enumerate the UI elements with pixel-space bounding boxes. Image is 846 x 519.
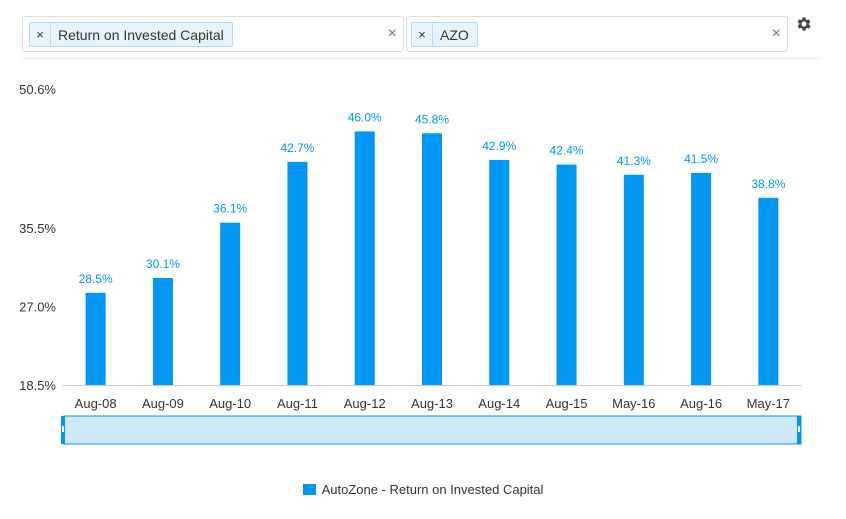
bar-chart: 18.5% 27.0% 35.5% 50.6% 28.5% 30.1% 36.1% 42.7… <box>19 82 802 445</box>
legend[interactable]: AutoZone - Return on Invested Capital <box>0 482 846 497</box>
divider <box>22 58 820 59</box>
bar[interactable] <box>556 164 577 385</box>
data-label: 45.8% <box>415 112 449 126</box>
y-tick-label: 18.5% <box>19 378 56 393</box>
data-label: 41.5% <box>684 152 718 166</box>
bar[interactable] <box>85 292 106 385</box>
data-label: 41.3% <box>617 154 651 168</box>
data-label: 36.1% <box>213 202 247 216</box>
x-tick-label: Aug-15 <box>546 396 588 411</box>
clear-metric-button[interactable]: × <box>387 25 397 42</box>
clear-ticker-button[interactable]: × <box>771 25 781 42</box>
legend-label: AutoZone - Return on Invested Capital <box>321 482 544 497</box>
x-tick-label: Aug-13 <box>411 396 453 411</box>
data-label: 30.1% <box>146 257 180 271</box>
data-label: 42.7% <box>280 141 314 155</box>
x-tick-label: Aug-09 <box>142 396 184 411</box>
navigator-window[interactable] <box>63 415 802 445</box>
handle-grip <box>798 426 800 432</box>
handle-grip <box>62 426 64 432</box>
x-tick-label: May-17 <box>747 396 790 411</box>
metric-chip-label: Return on Invested Capital <box>58 26 224 43</box>
legend-swatch <box>302 484 316 495</box>
ticker-chip: × AZO <box>411 22 478 47</box>
bar[interactable] <box>691 172 712 385</box>
gear-icon[interactable] <box>795 15 813 33</box>
remove-metric-button[interactable]: × <box>30 23 51 46</box>
x-tick-label: Aug-08 <box>75 396 117 411</box>
y-tick-label: 35.5% <box>19 221 56 236</box>
ticker-selector[interactable]: × AZO × <box>406 16 788 52</box>
bar[interactable] <box>489 160 510 385</box>
y-axis: 18.5% 27.0% 35.5% 50.6% <box>19 82 56 393</box>
bar[interactable] <box>220 222 241 385</box>
remove-ticker-button[interactable]: × <box>412 23 433 46</box>
bar[interactable] <box>354 131 375 385</box>
bar[interactable] <box>422 133 442 385</box>
bar-series: 28.5% 30.1% 36.1% 42.7% 46.0% 45.8% 42.9% 42.4%… <box>79 110 786 385</box>
bar[interactable] <box>287 161 308 385</box>
bar[interactable] <box>152 278 173 385</box>
y-tick-label: 27.0% <box>19 300 56 315</box>
data-label: 46.0% <box>348 110 382 124</box>
y-tick-label: 50.6% <box>19 82 56 97</box>
x-axis: Aug-08 Aug-09 Aug-10 Aug-11 Aug-12 Aug-13 Aug-… <box>62 385 802 411</box>
bar[interactable] <box>623 174 644 385</box>
metric-selector[interactable]: × Return on Invested Capital × <box>22 16 404 52</box>
x-tick-label: Aug-11 <box>277 396 318 411</box>
x-tick-label: May-16 <box>612 396 655 411</box>
ticker-chip-label: AZO <box>440 26 469 43</box>
bar[interactable] <box>758 197 779 385</box>
x-tick-label: Aug-10 <box>209 396 251 411</box>
data-label: 42.4% <box>550 144 584 158</box>
range-navigator[interactable] <box>61 415 802 445</box>
x-tick-label: Aug-12 <box>344 396 386 411</box>
data-label: 42.9% <box>482 139 516 153</box>
metric-chip: × Return on Invested Capital <box>29 22 233 47</box>
data-label: 38.8% <box>751 177 785 191</box>
x-tick-label: Aug-14 <box>478 396 520 411</box>
x-tick-label: Aug-16 <box>680 396 722 411</box>
data-label: 28.5% <box>79 272 113 286</box>
